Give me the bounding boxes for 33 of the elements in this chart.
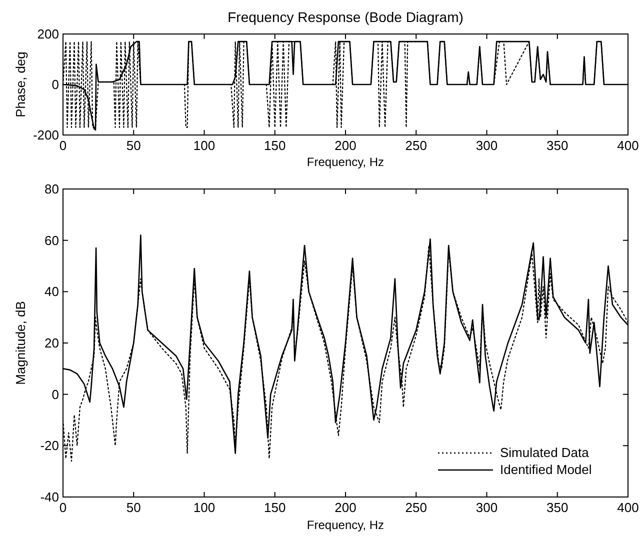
y-tick-label: -200 [32,128,59,142]
y-tick-label: 20 [44,336,59,350]
legend-label: Simulated Data [500,445,590,460]
x-tick-label: 250 [405,138,427,153]
x-tick-label: 200 [334,138,356,153]
x-tick-label: 100 [193,138,216,153]
y-tick-label: 0 [52,386,59,402]
x-tick-label: 200 [334,500,356,515]
y-axis-title: Phase, deg [13,52,28,118]
y-tick-label: -20 [40,438,59,454]
x-tick-label: 350 [546,500,568,515]
x-tick-label: 150 [264,500,286,515]
x-tick-label: 50 [126,500,141,515]
legend-label: Identified Model [500,462,592,477]
x-tick-label: 400 [617,500,639,515]
y-tick-label: 0 [52,77,59,92]
x-tick-label: 300 [476,138,498,153]
y-axis-title: Magnitude, dB [13,301,28,385]
x-tick-label: 300 [476,500,498,515]
x-tick-label: 150 [264,138,286,153]
x-tick-label: 250 [405,500,427,515]
y-tick-label: 200 [37,26,59,42]
y-tick-label: 40 [44,284,59,300]
y-tick-label: 60 [44,232,59,248]
y-tick-label: 80 [44,182,59,196]
x-tick-label: 50 [126,138,141,153]
x-axis-title: Frequency, Hz [306,518,384,532]
x-tick-label: 100 [193,500,216,515]
y-tick-label: -40 [40,490,59,504]
x-tick-label: 400 [617,138,639,153]
x-axis-title: Frequency, Hz [306,155,384,169]
x-tick-label: 350 [546,138,568,153]
chart-title: Frequency Response (Bode Diagram) [228,9,464,25]
